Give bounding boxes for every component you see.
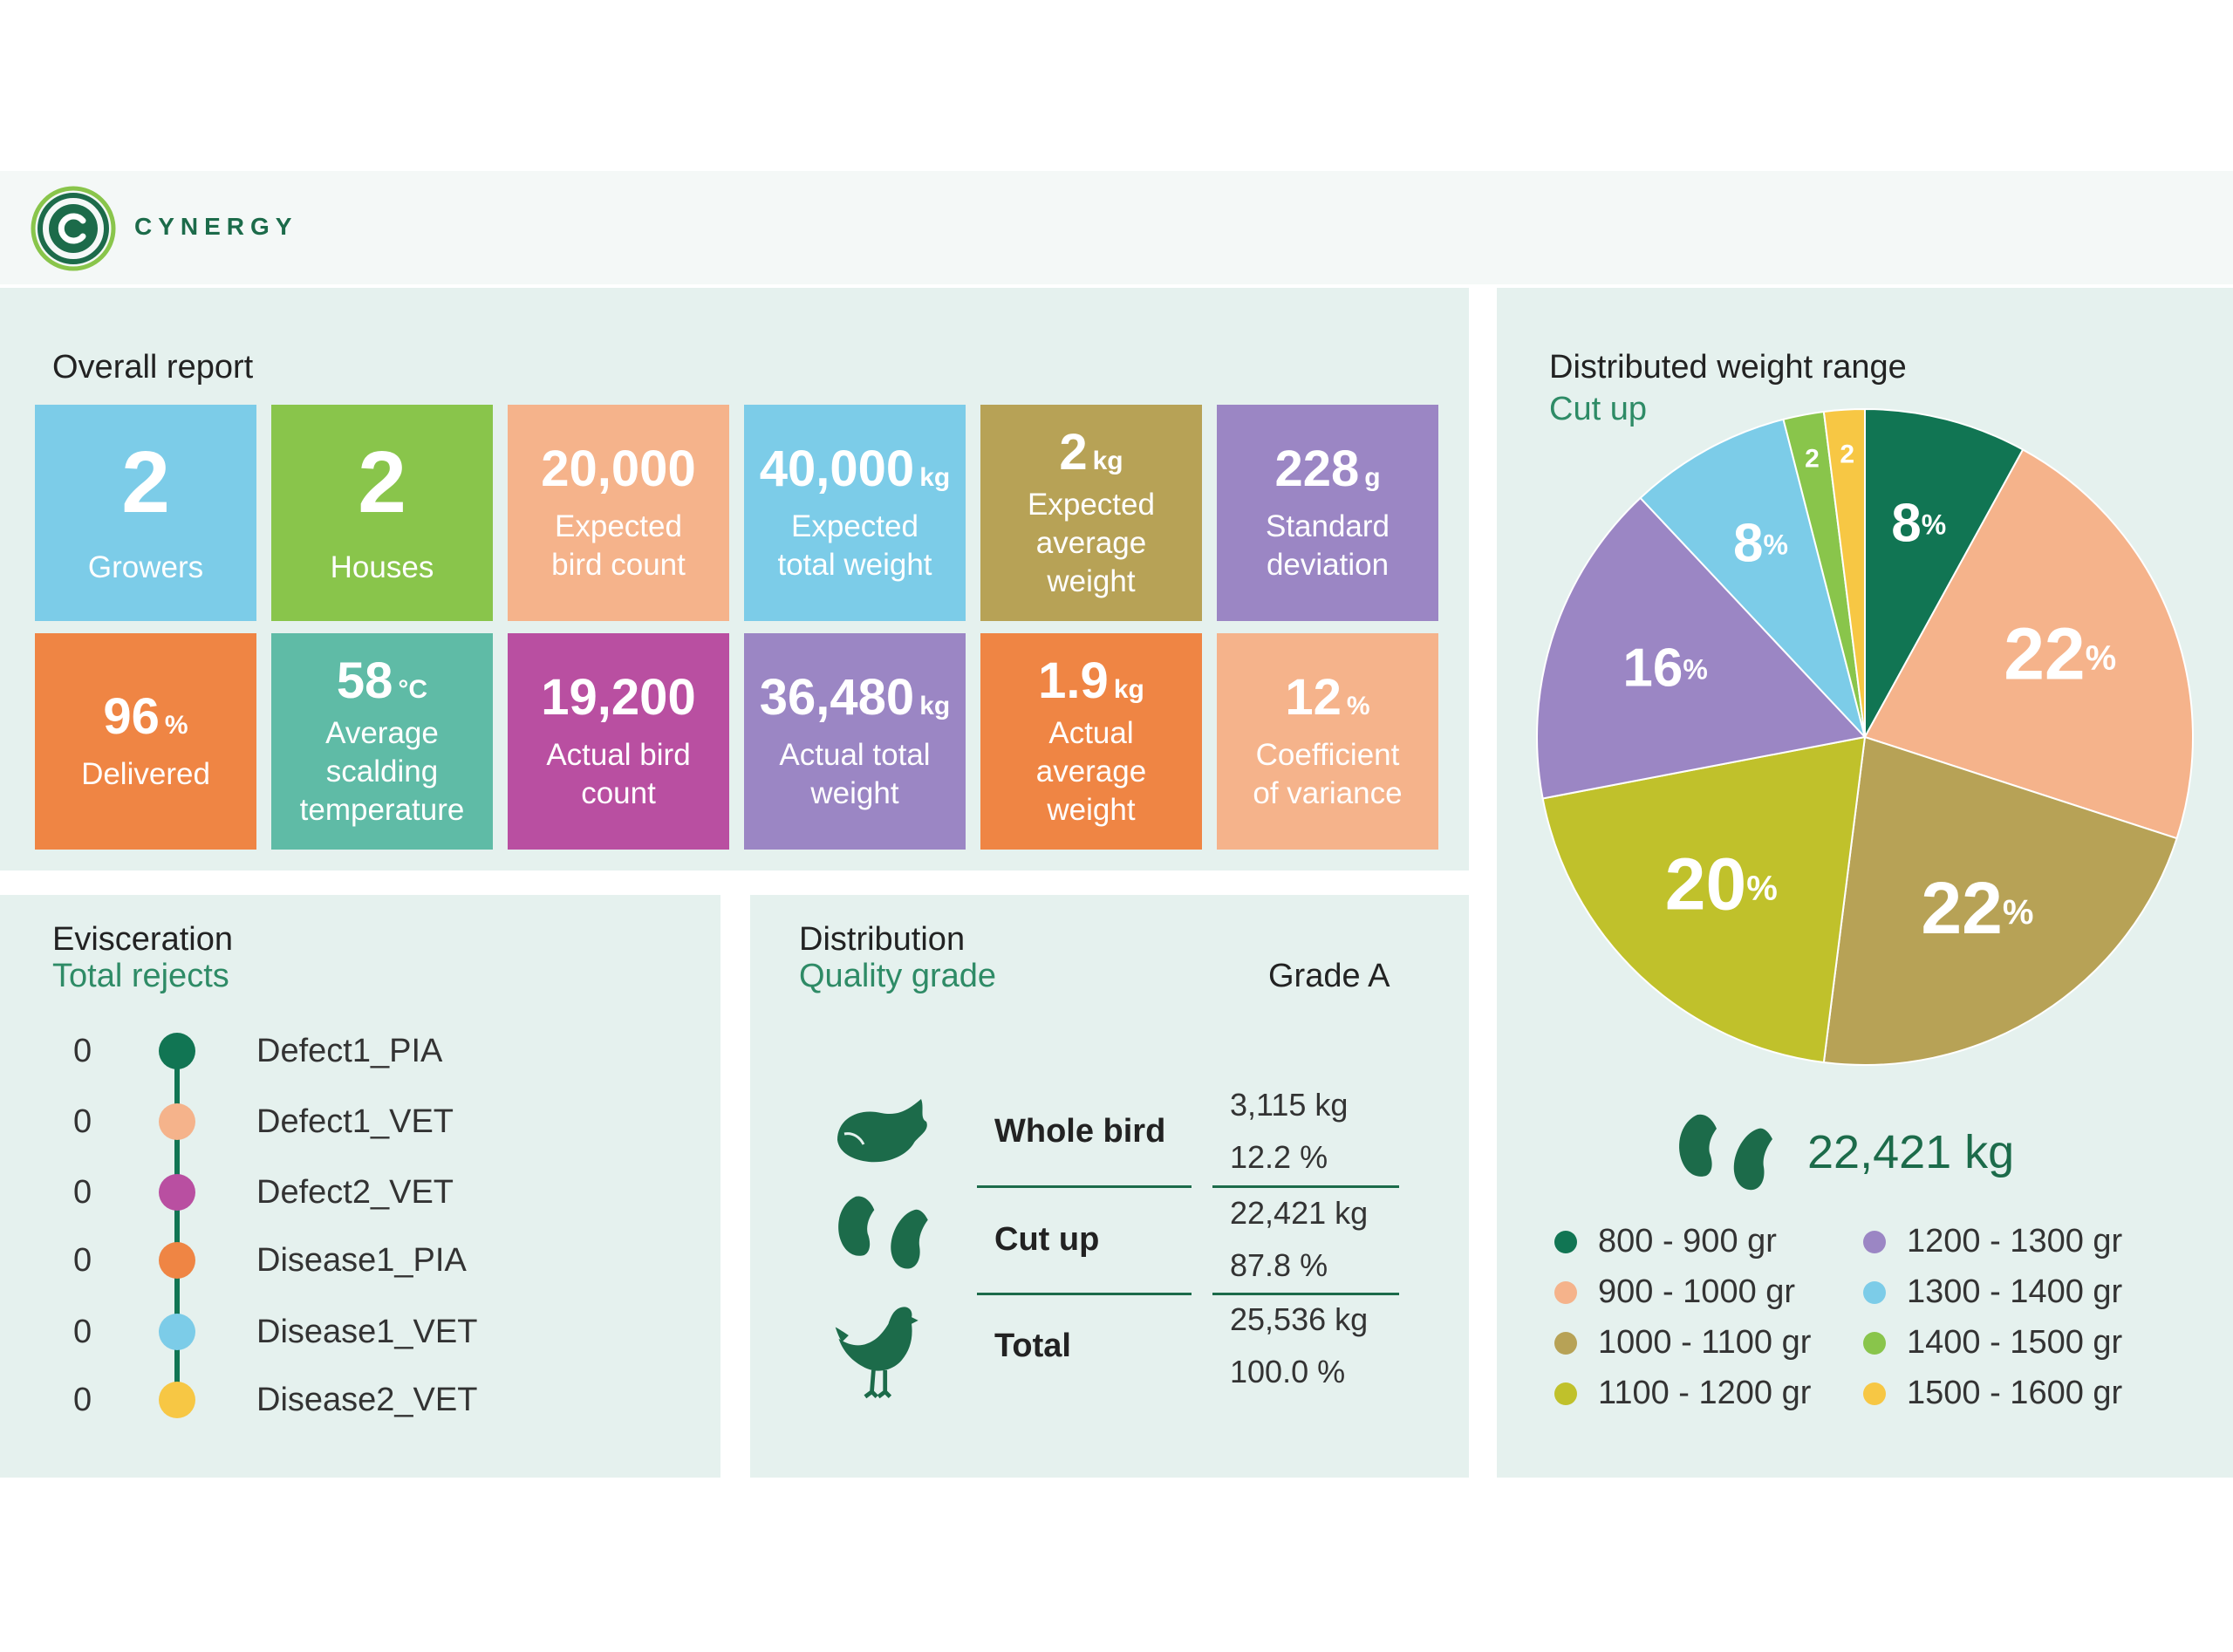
status-dot [159, 1033, 195, 1069]
legend-item: 1000 - 1100 gr [1554, 1324, 1811, 1362]
tile-actual-average-weight: 1.9 kg Actual average weight [980, 633, 1202, 850]
legend-item: 1200 - 1300 gr [1863, 1223, 2122, 1260]
dist-row-name: Whole bird [994, 1113, 1166, 1150]
dist-row-kg: 22,421 kg [1230, 1195, 1369, 1231]
pie-label-8: 2 [1840, 440, 1854, 468]
tile-coefficient-of-variance: 12% Coefficient of variance [1217, 633, 1438, 850]
dist-row-pct: 100.0 % [1230, 1354, 1346, 1389]
distribution-subtitle: Quality grade [799, 958, 997, 994]
status-dot [159, 1314, 195, 1350]
legend-dot [1554, 1281, 1577, 1304]
drumsticks-icon [1679, 1114, 1772, 1191]
pie-slice-8 [1822, 407, 1866, 738]
evisceration-item: 0 Defect2_VET [73, 1174, 454, 1211]
weight-range-total: 22,421 kg [1807, 1126, 2015, 1178]
status-dot [159, 1382, 195, 1418]
evisceration-title: Evisceration [52, 921, 233, 958]
header-bar: CYNERGY [0, 171, 2233, 284]
evisceration-panel: Evisceration Total rejects [0, 895, 720, 1478]
legend-dot [1863, 1382, 1886, 1405]
evisceration-connector-line [174, 1047, 180, 1401]
legend-item: 1300 - 1400 gr [1863, 1273, 2122, 1311]
dist-row-name: Total [994, 1328, 1071, 1364]
overall-report-title: Overall report [52, 349, 254, 386]
pie-slice-1 [1864, 407, 2025, 738]
dist-row-pct: 12.2 % [1230, 1139, 1328, 1175]
legend-dot [1554, 1332, 1577, 1355]
distribution-title: Distribution [799, 921, 966, 958]
chicken-icon [835, 1307, 918, 1399]
weight-range-title: Distributed weight range [1549, 349, 1907, 386]
tile-actual-total-weight: 36,480 kg Actual total weight [744, 633, 966, 850]
evisceration-item: 0 Defect1_VET [73, 1103, 454, 1140]
legend-item: 900 - 1000 gr [1554, 1273, 1795, 1311]
pie-slice-3 [1822, 735, 2178, 1066]
evisceration-subtitle: Total rejects [52, 958, 229, 994]
evisceration-item: 0 Disease1_PIA [73, 1242, 467, 1279]
tile-delivered: 96% Delivered [35, 633, 256, 850]
weight-range-pie-chart: 8% 22% 22% 20% 16% 8% 2 2 [1536, 407, 2194, 1066]
legend-item: 1500 - 1600 gr [1863, 1375, 2122, 1412]
pie-label-6: 8% [1733, 514, 1788, 574]
pie-label-1: 8% [1891, 494, 1946, 554]
pie-slice-2 [1863, 448, 2194, 840]
whole-bird-icon [837, 1099, 927, 1163]
pie-slice-6 [1639, 418, 1866, 738]
overall-report-panel: Overall report 2 Growers 2 Houses 20,000… [0, 288, 1469, 870]
pie-slice-4 [1541, 735, 1867, 1064]
pie-slice-5 [1536, 496, 1867, 800]
dist-row-pct: 87.8 % [1230, 1247, 1328, 1283]
cut-up-icon [838, 1196, 928, 1269]
legend-dot [1863, 1332, 1886, 1355]
pie-label-4: 20% [1665, 843, 1778, 925]
divider [977, 1185, 1192, 1188]
divider [1212, 1185, 1399, 1188]
weight-range-subtitle: Cut up [1549, 391, 1647, 427]
legend-dot [1554, 1231, 1577, 1253]
tile-houses: 2 Houses [271, 405, 493, 621]
tile-expected-total-weight: 40,000 kg Expected total weight [744, 405, 966, 621]
status-dot [159, 1103, 195, 1140]
tile-expected-bird-count: 20,000 Expected bird count [508, 405, 729, 621]
evisceration-item: 0 Disease1_VET [73, 1314, 478, 1350]
dist-row-kg: 25,536 kg [1230, 1301, 1369, 1337]
grade-label: Grade A [1268, 958, 1390, 994]
divider [977, 1293, 1192, 1295]
pie-label-7: 2 [1805, 444, 1820, 473]
cynergy-logo-icon [31, 186, 116, 271]
legend-dot [1863, 1281, 1886, 1304]
tile-expected-average-weight: 2 kg Expected average weight [980, 405, 1202, 621]
pie-label-2: 22% [2004, 613, 2116, 695]
dist-row-name: Cut up [994, 1221, 1100, 1258]
legend-item: 800 - 900 gr [1554, 1223, 1777, 1260]
tile-actual-bird-count: 19,200 Actual bird count [508, 633, 729, 850]
divider [1212, 1293, 1399, 1295]
legend-dot [1863, 1231, 1886, 1253]
pie-label-5: 16% [1622, 638, 1707, 699]
tile-average-scalding-temperature: 58 °C Average scalding temperature [271, 633, 493, 850]
tile-growers: 2 Growers [35, 405, 256, 621]
pie-label-3: 22% [1921, 867, 2033, 949]
dist-row-kg: 3,115 kg [1230, 1087, 1349, 1123]
status-dot [159, 1174, 195, 1211]
tile-standard-deviation: 228 g Standard deviation [1217, 405, 1438, 621]
legend-dot [1554, 1382, 1577, 1405]
evisceration-item: 0 Defect1_PIA [73, 1033, 443, 1069]
distribution-panel: Distribution Quality grade Grade A Whole… [750, 895, 1469, 1478]
evisceration-item: 0 Disease2_VET [73, 1382, 478, 1418]
weight-range-panel: Distributed weight range Cut up 8% 22% 22%… [1497, 288, 2233, 1478]
brand-name: CYNERGY [134, 213, 298, 240]
legend-item: 1400 - 1500 gr [1863, 1324, 2122, 1362]
status-dot [159, 1242, 195, 1279]
legend-item: 1100 - 1200 gr [1554, 1375, 1811, 1412]
